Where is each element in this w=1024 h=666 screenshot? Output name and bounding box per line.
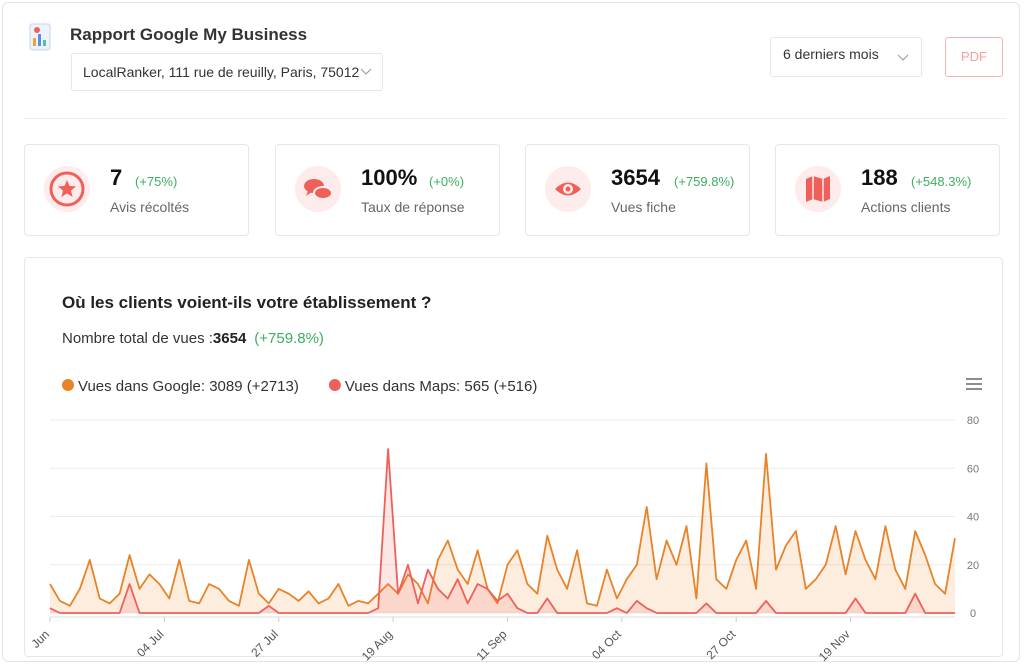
series-line [49,448,955,614]
kpi-icon [795,166,841,212]
period-select[interactable]: 6 derniers mois [770,37,922,77]
kpi-value: 100% [361,165,418,190]
chart-panel [24,257,1003,657]
kpi-change: (+0%) [429,174,465,189]
separator [24,118,1006,119]
kpi-value: 7 [110,165,123,190]
chevron [897,54,909,61]
x-tick-label: 11 Sep [473,627,509,663]
kpi-icon [545,166,591,212]
kpi-icon [295,166,341,212]
x-tick-label: Jun [29,627,53,651]
total-change: (+759.8%) [254,330,324,347]
legend-label: Vues dans Maps: 565 (+516) [345,378,537,395]
legend-label: Vues dans Google: 3089 (+2713) [78,378,299,395]
x-tick-label: 27 Jul [248,627,281,660]
x-tick-label: 19 Aug [359,627,395,663]
chevron [360,68,372,75]
kpi-change: (+548.3%) [911,174,972,189]
kpi-card: 3654 (+759.8%) Vues fiche [525,144,750,236]
report-icon [29,23,51,51]
kpi-change: (+759.8%) [674,174,735,189]
legend-marker [62,379,74,391]
total-label: Nombre total de vues : [62,330,213,347]
series-line [49,452,956,607]
y-tick-label: 0 [970,608,976,620]
menu-icon[interactable] [966,378,982,390]
kpi-label: Vues fiche [611,199,676,215]
total-value: 3654 [212,330,247,347]
x-tick-label: 04 Oct [589,627,624,662]
y-tick-label: 80 [967,415,979,427]
period-text: 6 derniers mois [783,46,879,62]
y-tick-label: 60 [967,463,979,475]
kpi-card: 7 (+75%) Avis récoltés [24,144,249,236]
kpi-label: Taux de réponse [361,199,465,215]
kpi-change: (+75%) [135,174,178,189]
y-tick-label: 20 [967,560,979,572]
kpi-label: Avis récoltés [110,199,190,215]
kpi-value: 3654 [611,165,660,190]
kpi-icon [44,166,90,212]
kpi-card: 188 (+548.3%) Actions clients [775,144,1000,236]
total-views: Nombre total de vues :3654 (+759.8%) [62,330,324,347]
kpi-value: 188 [861,165,898,190]
legend-marker [328,379,341,391]
location-text: LocalRanker, 111 rue de reuilly, Paris, … [83,64,360,80]
kpi-card: 100% (+0%) Taux de réponse [275,144,500,236]
kpi-label: Actions clients [861,199,951,215]
x-tick-label: 19 Nov [816,627,853,664]
series-area [50,453,955,613]
pdf-button[interactable]: PDF [945,37,1003,77]
report-title: Rapport Google My Business [70,25,308,44]
x-tick-label: 04 Jul [134,627,167,660]
location-select[interactable]: LocalRanker, 111 rue de reuilly, Paris, … [71,53,383,91]
y-tick-label: 40 [967,512,979,524]
x-tick-label: 27 Oct [703,627,738,662]
chart-title: Où les clients voient-ils votre établiss… [62,293,432,312]
